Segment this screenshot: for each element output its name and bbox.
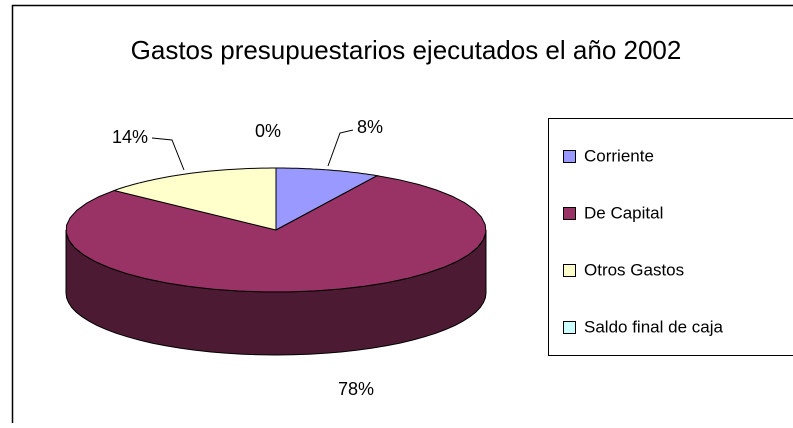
legend-label: Otros Gastos xyxy=(584,260,684,279)
data-label: 14% xyxy=(112,127,148,147)
legend-swatch xyxy=(564,208,576,220)
legend-swatch xyxy=(564,151,576,163)
legend-label: Saldo final de caja xyxy=(584,317,723,336)
data-label: 8% xyxy=(357,117,383,137)
data-label: 0% xyxy=(255,121,281,141)
data-label: 78% xyxy=(338,379,374,399)
legend-label: De Capital xyxy=(584,203,663,222)
legend-label: Corriente xyxy=(584,146,654,165)
legend-swatch xyxy=(564,265,576,277)
legend-swatch xyxy=(564,322,576,334)
chart-title: Gastos presupuestarios ejecutados el año… xyxy=(131,35,682,65)
